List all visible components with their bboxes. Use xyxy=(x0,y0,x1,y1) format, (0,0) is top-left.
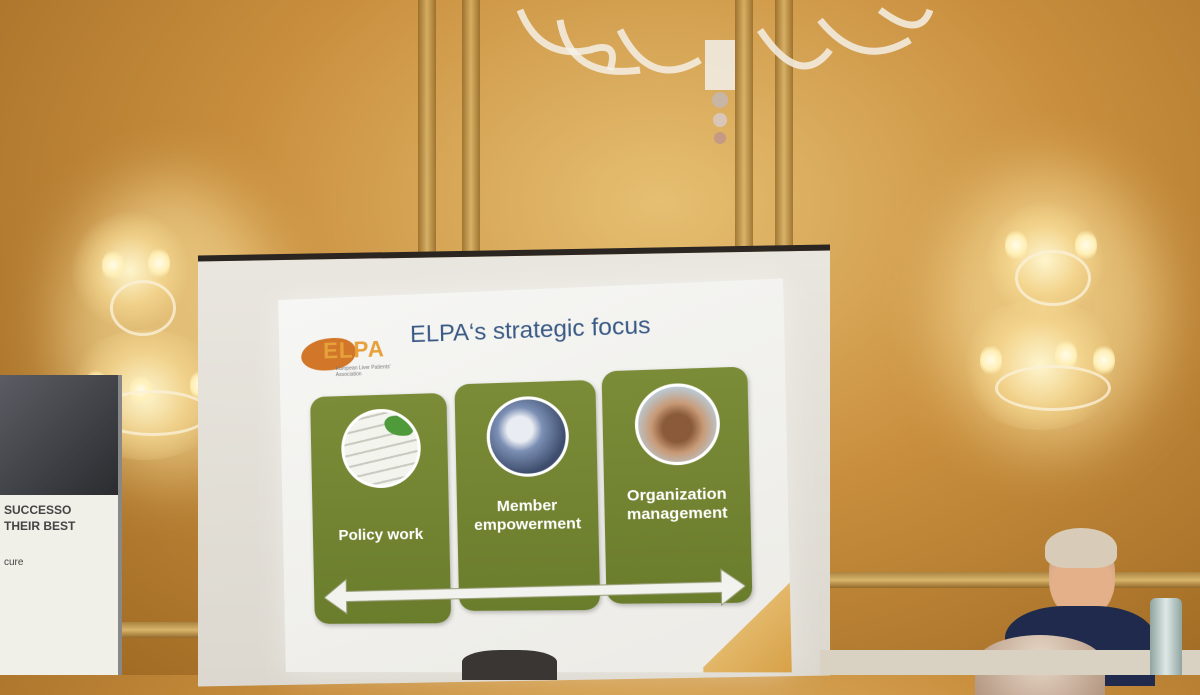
logo-subtitle: European Liver Patients' Association xyxy=(335,364,391,379)
pull-up-banner: SUCCESSO THEIR BEST cure xyxy=(0,375,122,675)
policy-document-icon xyxy=(340,407,422,489)
wall-pilaster xyxy=(418,0,436,275)
wall-pilaster xyxy=(735,0,753,255)
slide-corner-accent xyxy=(700,555,792,673)
tile-label: Policy work xyxy=(338,525,424,545)
banner-text-2: THEIR BEST xyxy=(4,519,76,533)
banner-photo xyxy=(0,375,118,495)
projected-slide: ELPA European Liver Patients' Associatio… xyxy=(278,278,792,673)
tile-label: Organization management xyxy=(626,485,728,524)
chandelier xyxy=(516,7,934,144)
logo-name: ELPA xyxy=(322,336,386,364)
elpa-logo: ELPA European Liver Patients' Associatio… xyxy=(300,333,413,383)
banner-text-1: SUCCESSO xyxy=(4,503,72,517)
table-edge xyxy=(820,650,1200,675)
wall-lamp-right xyxy=(955,170,1125,430)
slide-title: ELPA‘s strategic focus xyxy=(409,311,651,348)
group-photo-icon xyxy=(485,395,570,478)
audience-head-glasses xyxy=(462,650,557,680)
banner-text-3: cure xyxy=(4,557,24,568)
tile-label: Member empowerment xyxy=(473,496,582,535)
double-arrow-icon xyxy=(324,563,746,618)
stacked-hands-icon xyxy=(634,382,721,467)
water-bottle xyxy=(1150,598,1182,675)
wall-pilaster xyxy=(462,0,480,275)
wall-molding xyxy=(110,622,210,638)
